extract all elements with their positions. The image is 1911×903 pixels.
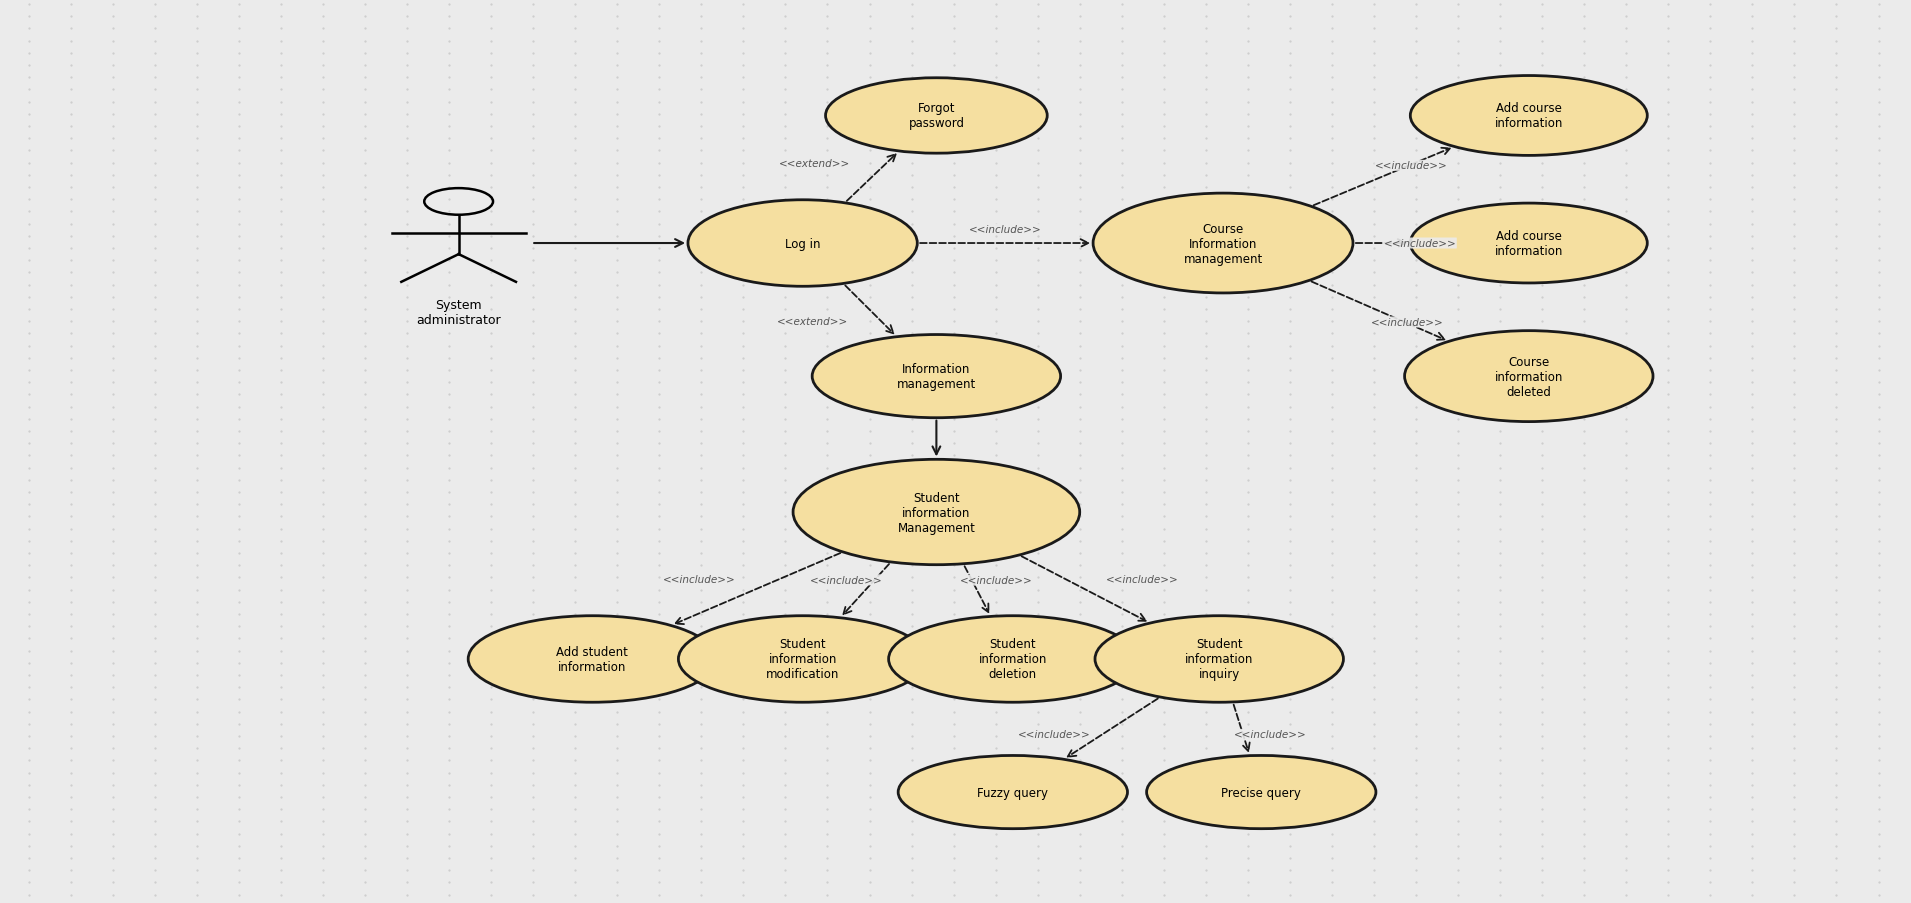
Text: Forgot
password: Forgot password	[908, 102, 965, 130]
Ellipse shape	[688, 200, 917, 287]
Text: <<include>>: <<include>>	[810, 575, 883, 585]
Text: <<include>>: <<include>>	[1106, 574, 1179, 584]
Text: Add student
information: Add student information	[556, 646, 629, 674]
Text: Student
information
Management: Student information Management	[898, 491, 975, 534]
Text: <<include>>: <<include>>	[1372, 318, 1445, 328]
Ellipse shape	[1095, 616, 1343, 703]
Ellipse shape	[1410, 204, 1647, 284]
Text: Add course
information: Add course information	[1494, 102, 1563, 130]
Text: Add course
information: Add course information	[1494, 229, 1563, 257]
Text: <<include>>: <<include>>	[959, 575, 1032, 585]
Ellipse shape	[812, 335, 1061, 418]
Ellipse shape	[1405, 331, 1653, 422]
Text: <<extend>>: <<extend>>	[780, 159, 850, 169]
Ellipse shape	[793, 460, 1080, 565]
Ellipse shape	[1147, 756, 1376, 829]
Text: Log in: Log in	[785, 237, 820, 250]
Text: <<include>>: <<include>>	[1376, 161, 1449, 172]
Text: <<include>>: <<include>>	[663, 574, 736, 584]
Text: System
administrator: System administrator	[417, 299, 501, 327]
Text: <<include>>: <<include>>	[1019, 729, 1091, 739]
Text: Course
information
deleted: Course information deleted	[1494, 355, 1563, 398]
Text: Student
information
inquiry: Student information inquiry	[1185, 638, 1254, 681]
Ellipse shape	[889, 616, 1137, 703]
Ellipse shape	[1410, 77, 1647, 156]
Text: Course
Information
management: Course Information management	[1183, 222, 1263, 265]
Text: Precise query: Precise query	[1221, 786, 1301, 798]
Text: <<include>>: <<include>>	[1384, 238, 1456, 248]
Text: Fuzzy query: Fuzzy query	[977, 786, 1049, 798]
Ellipse shape	[1093, 194, 1353, 293]
Text: Student
information
deletion: Student information deletion	[978, 638, 1047, 681]
Ellipse shape	[826, 79, 1047, 154]
Text: <<include>>: <<include>>	[1235, 730, 1307, 740]
Text: <<include>>: <<include>>	[969, 225, 1041, 235]
Text: Information
management: Information management	[896, 363, 977, 391]
Ellipse shape	[678, 616, 927, 703]
Text: Student
information
modification: Student information modification	[766, 638, 839, 681]
Ellipse shape	[468, 616, 717, 703]
Ellipse shape	[898, 756, 1127, 829]
Text: <<extend>>: <<extend>>	[778, 317, 848, 327]
